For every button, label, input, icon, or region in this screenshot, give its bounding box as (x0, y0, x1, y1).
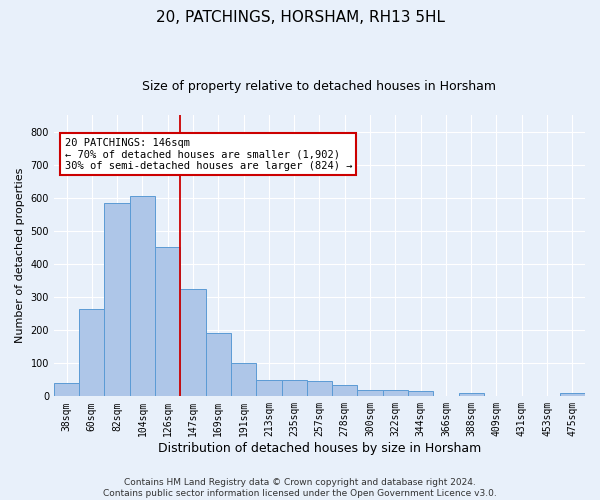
Bar (281, 380, 307, 396)
Bar (181, 289, 206, 397)
Bar (458, 393, 484, 396)
Bar (358, 390, 383, 396)
Text: Contains HM Land Registry data © Crown copyright and database right 2024.
Contai: Contains HM Land Registry data © Crown c… (103, 478, 497, 498)
Bar (231, 363, 256, 396)
Bar (206, 334, 231, 396)
Bar (560, 393, 585, 396)
Bar (408, 392, 433, 396)
Bar (79, 308, 104, 396)
Bar (307, 382, 332, 396)
Bar (332, 384, 358, 396)
Y-axis label: Number of detached properties: Number of detached properties (15, 168, 25, 344)
Bar (256, 380, 281, 396)
X-axis label: Distribution of detached houses by size in Horsham: Distribution of detached houses by size … (158, 442, 481, 455)
Text: 20 PATCHINGS: 146sqm
← 70% of detached houses are smaller (1,902)
30% of semi-de: 20 PATCHINGS: 146sqm ← 70% of detached h… (65, 138, 352, 170)
Bar (54, 383, 79, 396)
Bar (155, 248, 181, 396)
Bar (104, 202, 130, 396)
Title: Size of property relative to detached houses in Horsham: Size of property relative to detached ho… (142, 80, 496, 93)
Bar (383, 390, 408, 396)
Text: 20, PATCHINGS, HORSHAM, RH13 5HL: 20, PATCHINGS, HORSHAM, RH13 5HL (155, 10, 445, 25)
Bar (130, 196, 155, 396)
